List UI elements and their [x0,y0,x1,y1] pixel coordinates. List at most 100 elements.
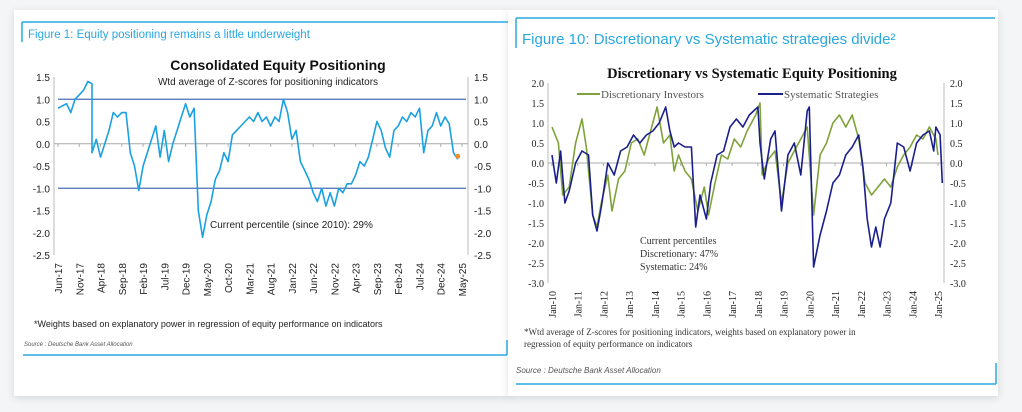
y-tick-label-left: -1.0 [528,199,544,210]
y-tick-label-right: 1.0 [474,95,488,106]
left-source: Source : Deutsche Bank Asset Allocation [24,342,133,348]
x-tick-label: Jun-22 [309,263,320,294]
y-tick-label-left: 0.5 [532,139,545,150]
left-panel [14,10,510,396]
y-tick-label-left: -1.0 [33,184,51,195]
right-footnote-line1: *Wtd average of Z-scores for positioning… [524,327,856,337]
x-tick-label: Jan-18 [754,291,765,318]
chart2-plot: 2.0 2.0 1.5 1.5 1.0 1.0 0.5 0.5 0.0 0.0 -0.5 -0.5 -1… [528,79,966,318]
left-figure-title: Figure 1: Equity positioning remains a l… [28,29,311,41]
x-tick-label: Jan-21 [831,291,842,318]
x-tick-label: Jan-12 [599,291,610,318]
y-tick-label-left: -1.5 [528,219,544,230]
y-tick-label-right: -3.0 [950,279,966,290]
x-tick-label: Apr-18 [97,263,108,293]
right-source: Source : Deutsche Bank Asset Allocation [516,366,661,375]
x-tick-label: Jan-13 [625,291,636,318]
y-tick-label-left: 1.5 [532,99,545,110]
y-tick-label-right: 1.5 [950,99,963,110]
y-tick-label-right: -1.0 [950,199,966,210]
x-tick-label: Nov-22 [330,263,341,296]
y-tick-label-left: 2.0 [532,79,545,90]
x-tick-label: Feb-24 [394,263,405,295]
y-tick-label-left: -0.5 [528,179,544,190]
series-line-systematic-strategies [551,106,944,268]
y-tick-label-left: -2.5 [528,259,544,270]
series-line-discretionary-investors [551,102,939,228]
right-figure-title: Figure 10: Discretionary vs Systematic s… [522,31,895,48]
left-footnote: *Weights based on explanatory power in r… [34,319,383,329]
chart1-title: Consolidated Equity Positioning [170,57,385,73]
y-tick-label-left: -2.5 [33,251,51,262]
y-tick-label-right: -2.0 [474,229,492,240]
x-tick-label: Nov-17 [75,263,86,296]
x-tick-label: Jul-24 [415,263,426,291]
x-tick-label: Aug-21 [267,263,278,296]
x-tick-label: Jan-14 [651,291,662,318]
chart2-annotation-line2: Discretionary: 47% [640,249,718,260]
y-tick-label-left: 1.5 [36,73,50,84]
x-tick-label: Jan-15 [677,291,688,318]
chart2-title: Discretionary vs Systematic Equity Posit… [607,66,897,82]
x-tick-label: Jan-23 [883,291,894,318]
x-tick-label: Jan-11 [574,291,585,317]
y-tick-label-right: 0.0 [474,140,488,151]
y-tick-label-left: 0.5 [36,118,50,129]
x-tick-label: May-20 [203,263,214,297]
y-tick-label-left: -1.5 [33,207,51,218]
y-tick-label-right: -0.5 [474,162,492,173]
y-tick-label-right: 1.0 [950,119,963,130]
y-tick-label-left: 1.0 [36,95,50,106]
x-tick-label: Jan-24 [908,291,919,318]
x-tick-label: Jan-19 [780,291,791,318]
y-tick-label-right: -0.5 [950,179,966,190]
series-line-positioning [57,80,459,238]
y-tick-label-right: -2.0 [950,239,966,250]
y-tick-label-left: -3.0 [528,279,544,290]
x-tick-label: May-25 [458,263,469,297]
y-tick-label-right: -2.5 [474,251,492,262]
x-tick-label: Apr-23 [352,263,363,293]
y-tick-label-left: 0.0 [532,159,545,170]
chart1-plot: 1.5 1.5 1.0 1.0 0.5 0.5 0.0 0.0 -0.5 -0.5 -1.0 -1.0… [33,73,492,296]
y-tick-label-left: -2.0 [33,229,51,240]
x-tick-label: Jan-17 [728,291,739,318]
x-tick-label: Dec-19 [182,263,193,296]
y-tick-label-right: -2.5 [950,259,966,270]
y-tick-label-left: -2.0 [528,239,544,250]
x-tick-label: Jan-16 [702,291,713,318]
x-tick-label: Sep-23 [373,263,384,296]
x-tick-label: Jan-20 [805,291,816,318]
y-tick-label-right: 2.0 [950,79,963,90]
y-tick-label-right: -1.5 [950,219,966,230]
y-tick-label-left: 1.0 [532,119,545,130]
x-tick-label: Sep-18 [118,263,129,296]
x-tick-label: Jul-19 [160,263,171,291]
right-footnote-line2: regression of equity performance on indi… [524,339,693,349]
chart2-annotation-line3: Systematic: 24% [640,262,708,273]
x-tick-label: Jan-25 [934,291,945,318]
chart1-annotation: Current percentile (since 2010): 29% [210,220,373,231]
y-tick-label-right: 0.0 [950,159,963,170]
y-tick-label-right: -1.0 [474,184,492,195]
x-tick-label: Jan-22 [857,291,868,318]
y-tick-label-right: -1.5 [474,207,492,218]
y-tick-label-left: 0.0 [36,140,50,151]
x-tick-label: Mar-21 [245,263,256,295]
x-tick-label: Jan-22 [288,263,299,294]
y-tick-label-right: 0.5 [474,118,488,129]
chart1-subtitle: Wtd average of Z-scores for positioning … [158,77,378,88]
x-tick-label: Jan-10 [548,291,559,318]
x-tick-label: Dec-24 [437,263,448,296]
x-tick-label: Oct-20 [224,263,235,293]
legend-label-systematic: Systematic Strategies [784,89,878,101]
chart2-legend: Discretionary Investors Systematic Strat… [577,89,878,101]
x-tick-label: Jun-17 [54,263,65,294]
y-tick-label-right: 1.5 [474,73,488,84]
last-point-marker [455,153,461,159]
y-tick-label-left: -0.5 [33,162,51,173]
y-tick-label-right: 0.5 [950,139,963,150]
legend-label-discretionary: Discretionary Investors [601,89,704,101]
